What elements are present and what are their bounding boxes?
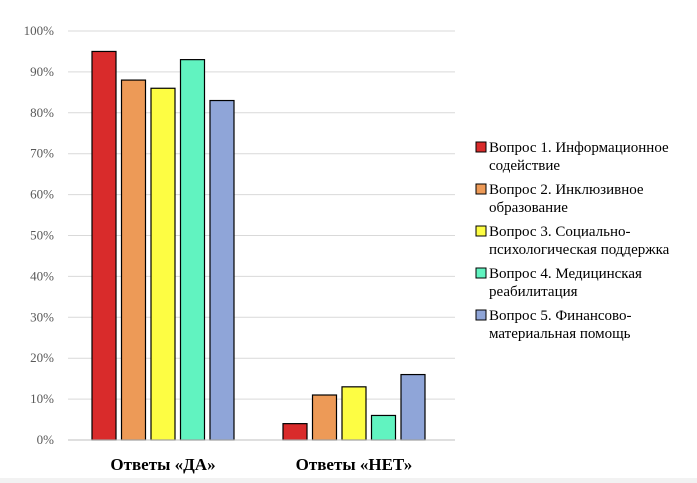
y-tick-label: 0%: [37, 432, 55, 447]
y-tick-label: 20%: [30, 350, 54, 365]
legend-label: реабилитация: [489, 284, 578, 300]
legend-label: Вопрос 1. Информационное: [489, 140, 669, 156]
y-axis-ticks: 0% 10% 20% 30% 40% 50% 60% 70% 80% 90% 100%: [24, 23, 55, 447]
legend-label: Вопрос 2. Инклюзивное: [489, 182, 644, 198]
legend-label: образование: [489, 200, 568, 216]
legend-label: Вопрос 5. Финансово-: [489, 308, 632, 324]
bar-no-q3: [341, 386, 367, 441]
y-tick-label: 100%: [24, 23, 55, 38]
bar-yes-q4: [179, 59, 206, 441]
bar-yes-q2: [120, 79, 147, 441]
legend-label: содействие: [489, 158, 560, 174]
bar-yes-q5: [209, 99, 235, 441]
bar-no-q5: [400, 373, 426, 441]
bar-no-q1: [282, 423, 308, 441]
bar-no-q4: [370, 414, 397, 441]
x-category-label: Ответы «ДА»: [110, 455, 215, 474]
y-tick-label: 70%: [30, 146, 54, 161]
legend: Вопрос 1. Информационное содействие Вопрос…: [475, 140, 670, 342]
y-tick-label: 10%: [30, 391, 54, 406]
legend-label: Вопрос 3. Социально-: [489, 224, 631, 240]
legend-swatch-q3: [475, 225, 487, 237]
bar-yes-q3: [150, 87, 176, 441]
bar-yes-q1: [91, 50, 117, 441]
y-tick-label: 30%: [30, 309, 54, 324]
legend-label: Вопрос 4. Медицинская: [489, 266, 642, 282]
legend-swatch-q2: [475, 183, 487, 195]
x-axis-categories: Ответы «ДА» Ответы «НЕТ»: [110, 455, 412, 474]
y-tick-label: 40%: [30, 268, 54, 283]
legend-swatch-q5: [475, 309, 487, 321]
bar-no-q2: [311, 394, 338, 441]
legend-swatch-q1: [475, 141, 487, 153]
y-tick-label: 50%: [30, 228, 54, 243]
y-tick-label: 60%: [30, 187, 54, 202]
legend-label: психологическая поддержка: [489, 242, 670, 258]
legend-label: материальная помощь: [489, 326, 631, 342]
x-category-label: Ответы «НЕТ»: [296, 455, 413, 474]
y-tick-label: 80%: [30, 105, 54, 120]
legend-swatch-q4: [475, 267, 487, 279]
y-tick-label: 90%: [30, 64, 54, 79]
bars: [91, 50, 426, 441]
